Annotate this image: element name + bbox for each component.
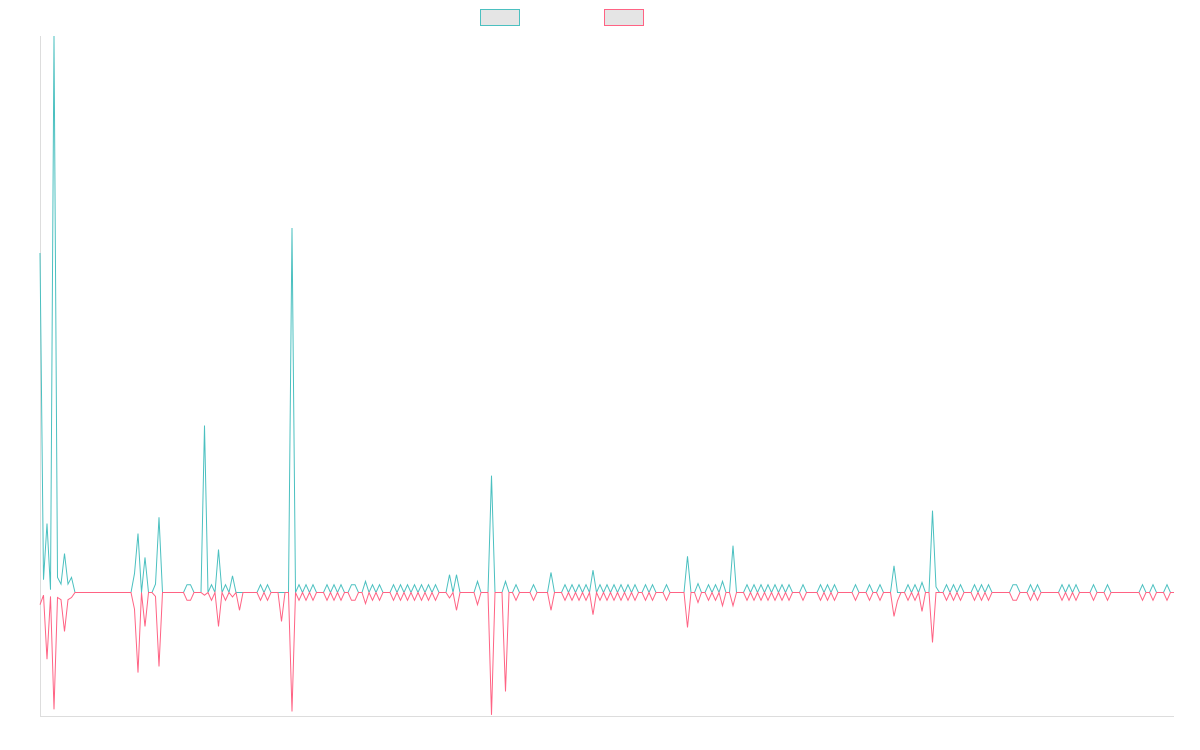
legend xyxy=(0,9,1200,26)
series-line-1 xyxy=(39,35,1174,595)
legend-swatch-series-2[interactable] xyxy=(604,9,644,26)
series-line-2 xyxy=(39,590,1174,715)
legend-swatch-series-1[interactable] xyxy=(480,9,520,26)
